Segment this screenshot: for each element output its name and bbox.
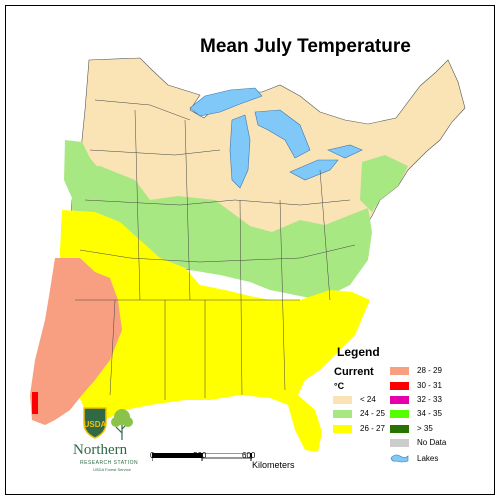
legend-item: No Data <box>390 438 446 447</box>
lake-ontario <box>327 144 363 159</box>
green-left <box>64 140 100 198</box>
logo-subtitle: RESEARCH STATION <box>80 460 139 466</box>
logo-name: Northern <box>73 442 128 458</box>
state-boundaries <box>75 99 356 400</box>
scale-tick: 0 <box>150 451 155 460</box>
lake-superior <box>189 87 263 117</box>
legend-swatch <box>333 395 352 404</box>
green-zone <box>72 166 372 300</box>
legend-swatch <box>390 381 409 390</box>
legend-swatch <box>390 438 409 447</box>
legend-item: 28 - 29 <box>390 366 442 375</box>
northern-research-logo: USDA <box>83 407 133 440</box>
lake-michigan <box>229 114 251 189</box>
legend-item: 26 - 27 <box>333 424 385 433</box>
red-hotspot <box>32 392 38 414</box>
legend-label: 26 - 27 <box>360 424 385 433</box>
legend-swatch <box>390 424 409 433</box>
tree-icon <box>111 409 133 440</box>
map-title: Mean July Temperature <box>200 36 411 57</box>
scale-bar <box>152 453 252 461</box>
legend-swatch <box>333 424 352 433</box>
legend-label: Lakes <box>417 453 439 463</box>
legend-swatch <box>390 409 409 418</box>
legend-label: < 24 <box>360 395 376 404</box>
logo-subtitle-2: USDA Forest Service <box>93 467 131 472</box>
legend-item: 24 - 25 <box>333 409 385 418</box>
legend-swatch <box>390 395 409 404</box>
scale-unit: Kilometers <box>252 460 295 470</box>
legend-subtitle: Current <box>334 366 374 378</box>
legend-unit: °C <box>334 381 345 391</box>
legend-swatch <box>390 366 409 375</box>
scale-tick: 600 <box>242 451 256 460</box>
legend-label: 32 - 33 <box>417 395 442 404</box>
legend-label: 34 - 35 <box>417 409 442 418</box>
usda-shield-icon: USDA <box>83 407 107 439</box>
legend-item: > 35 <box>390 424 433 433</box>
yellow-zone <box>55 210 370 452</box>
legend-title: Legend <box>337 345 380 359</box>
lake-huron <box>254 109 311 159</box>
legend-item: Lakes <box>390 453 438 463</box>
legend-label: > 35 <box>417 424 433 433</box>
legend-label: 28 - 29 <box>417 366 442 375</box>
scale-tick: 300 <box>193 451 207 460</box>
lake-erie <box>289 159 339 181</box>
legend-label: No Data <box>417 438 447 447</box>
green-northeast <box>360 155 408 212</box>
legend-item: 34 - 35 <box>390 409 442 418</box>
legend-label: 24 - 25 <box>360 409 385 418</box>
svg-text:USDA: USDA <box>84 420 107 429</box>
map-frame <box>5 5 495 495</box>
lakes-icon <box>390 454 409 463</box>
legend-item: 32 - 33 <box>390 395 442 404</box>
legend-label: 30 - 31 <box>417 381 442 390</box>
legend-item: 30 - 31 <box>390 381 442 390</box>
legend-swatch <box>333 409 352 418</box>
legend-item: < 24 <box>333 395 376 404</box>
